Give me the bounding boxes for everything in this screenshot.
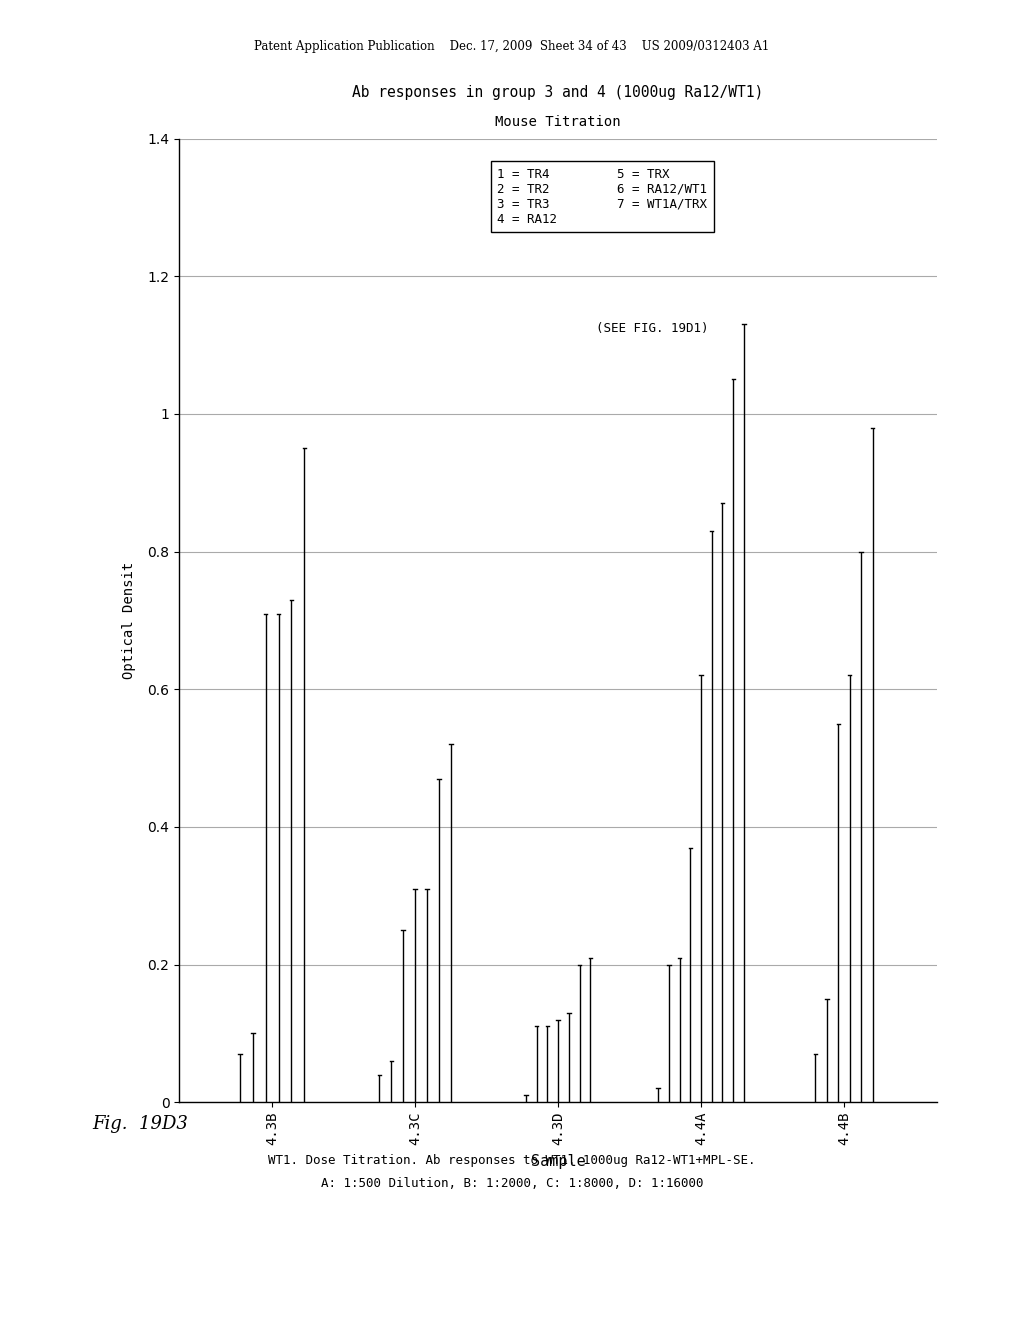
Text: Mouse Titration: Mouse Titration	[496, 115, 621, 129]
Y-axis label: Optical Densit: Optical Densit	[122, 562, 136, 678]
Text: (SEE FIG. 19D1): (SEE FIG. 19D1)	[596, 322, 709, 335]
Text: Fig.  19D3: Fig. 19D3	[92, 1115, 188, 1134]
Text: 1 = TR4         5 = TRX
2 = TR2         6 = RA12/WT1
3 = TR3         7 = WT1A/TR: 1 = TR4 5 = TRX 2 = TR2 6 = RA12/WT1 3 =…	[498, 168, 708, 226]
Text: Ab responses in group 3 and 4 (1000ug Ra12/WT1): Ab responses in group 3 and 4 (1000ug Ra…	[352, 84, 764, 100]
Text: A: 1:500 Dilution, B: 1:2000, C: 1:8000, D: 1:16000: A: 1:500 Dilution, B: 1:2000, C: 1:8000,…	[321, 1177, 703, 1191]
X-axis label: Sample: Sample	[530, 1154, 586, 1168]
Text: WT1. Dose Titration. Ab responses to WT1. 1000ug Ra12-WT1+MPL-SE.: WT1. Dose Titration. Ab responses to WT1…	[268, 1154, 756, 1167]
Text: Patent Application Publication    Dec. 17, 2009  Sheet 34 of 43    US 2009/03124: Patent Application Publication Dec. 17, …	[254, 40, 770, 53]
